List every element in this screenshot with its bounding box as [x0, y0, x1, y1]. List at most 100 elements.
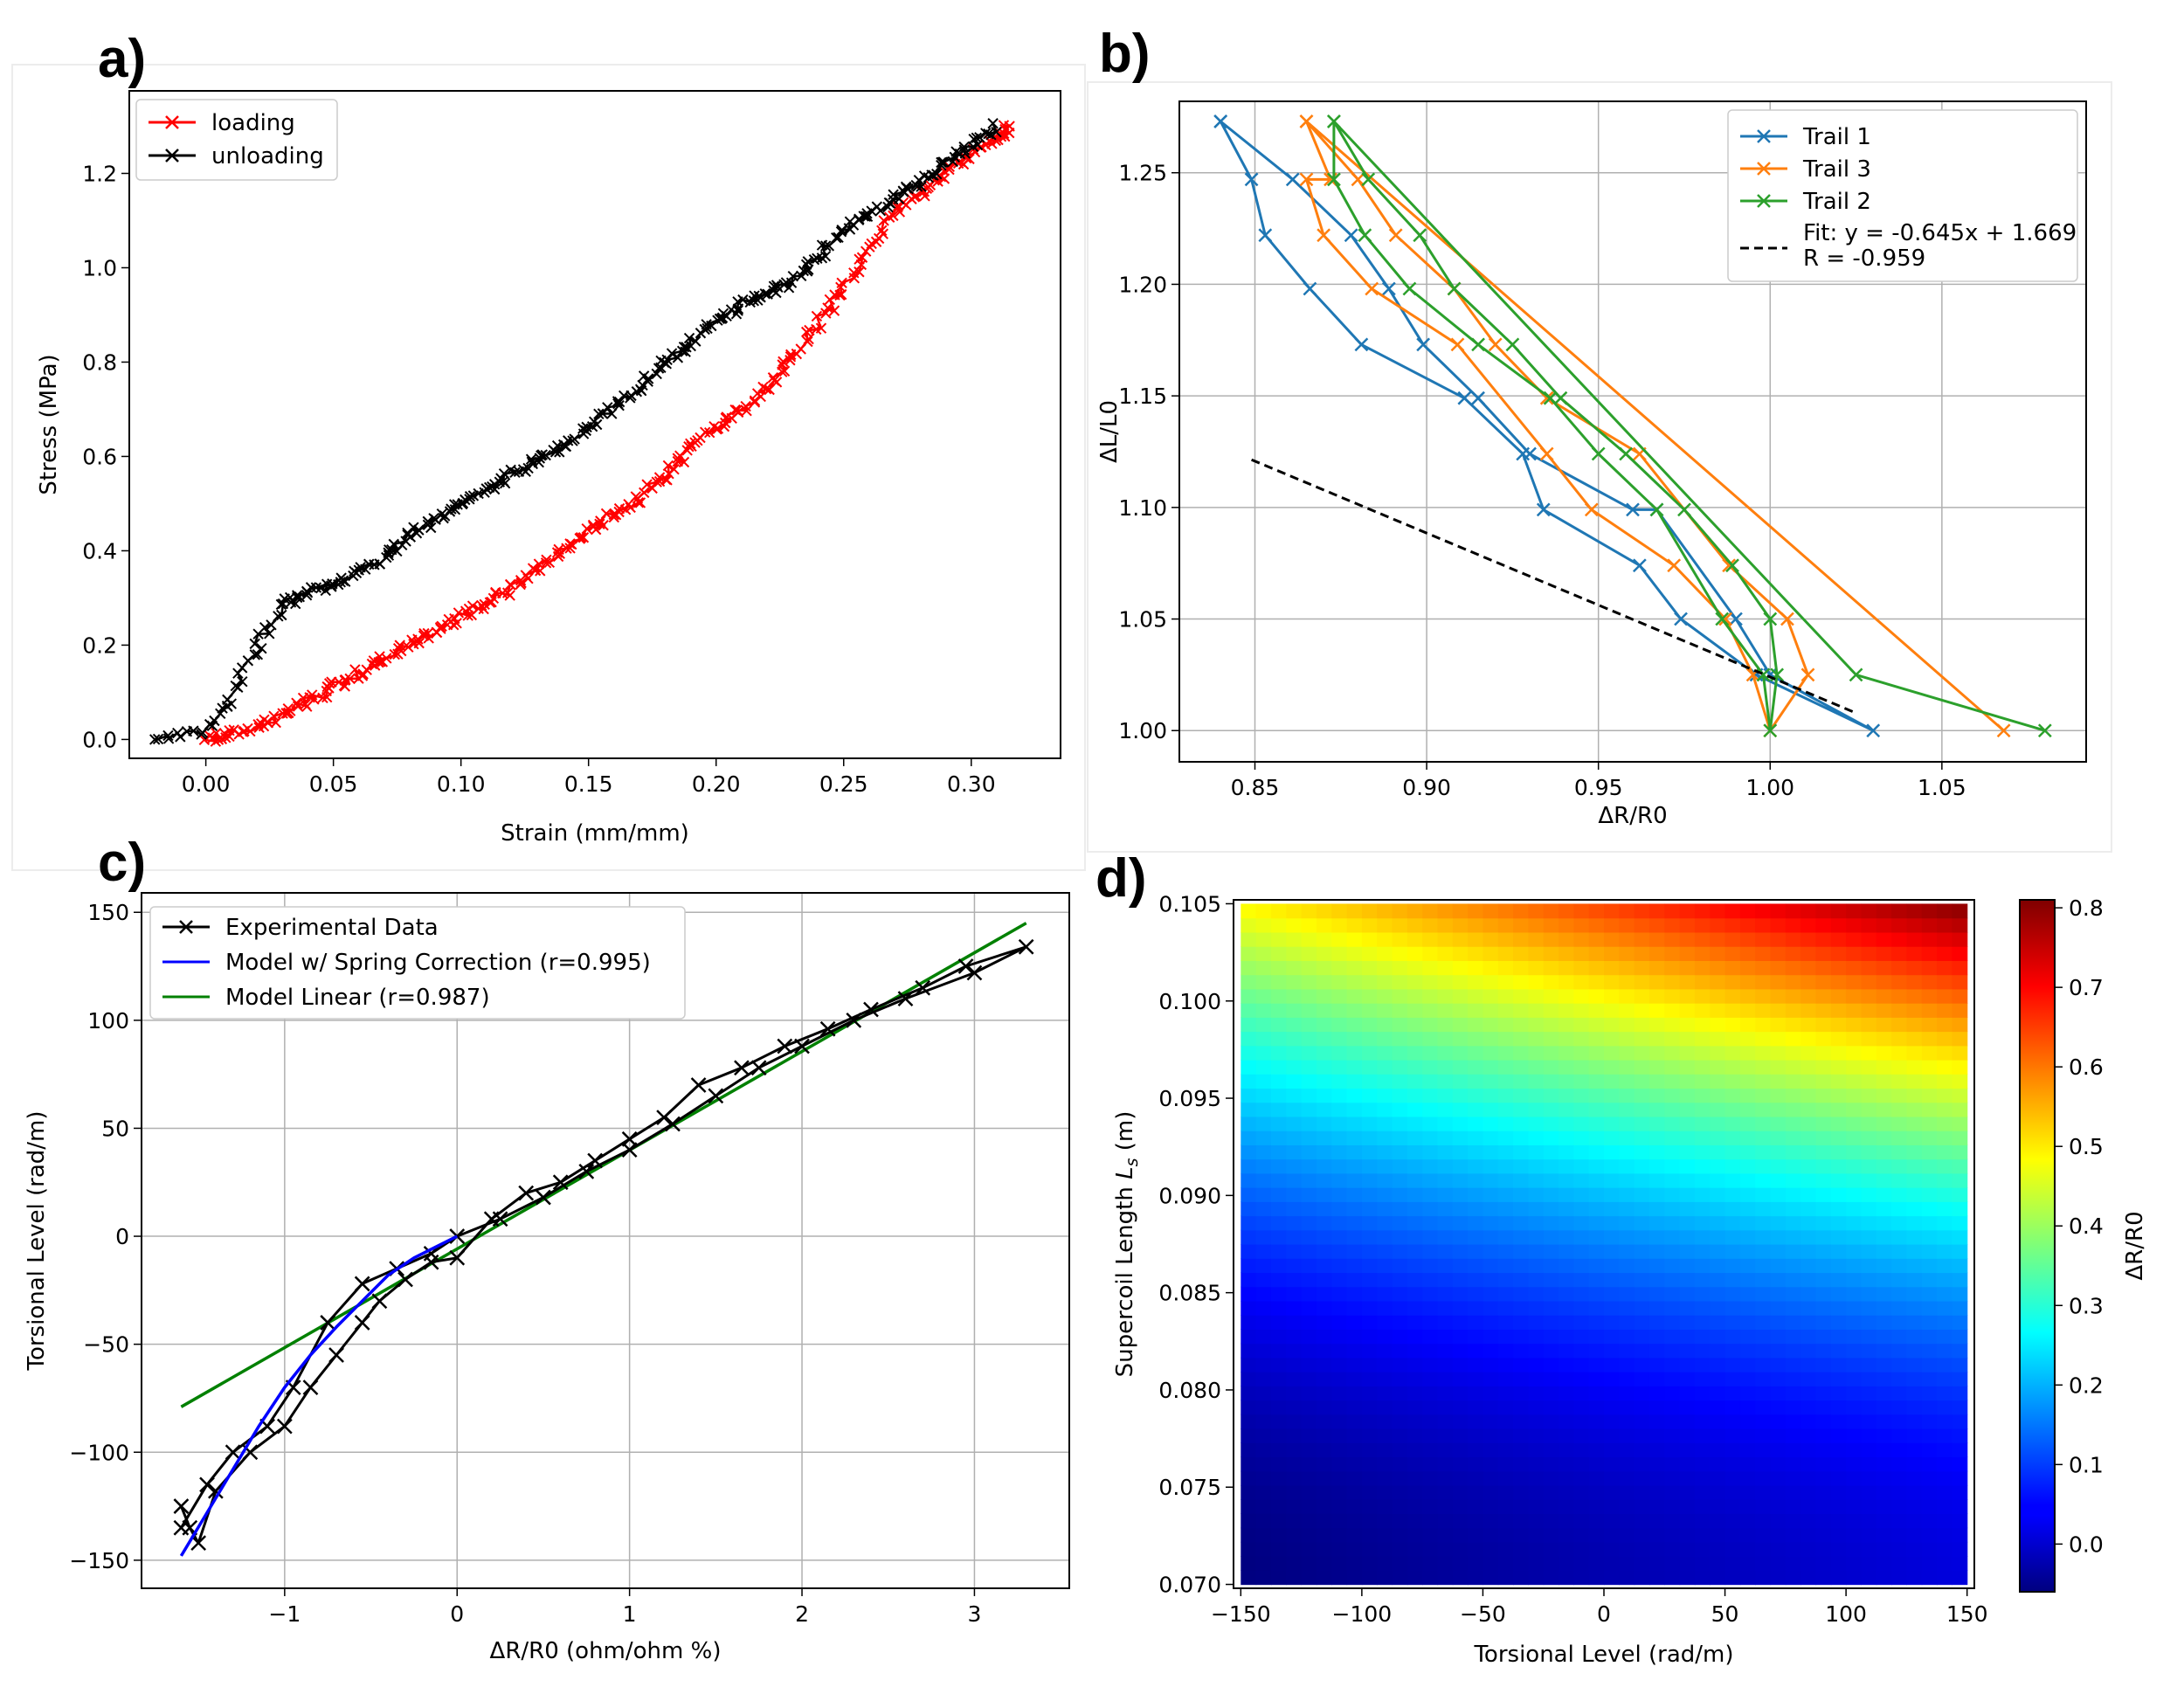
panel-a-unloading-marker	[363, 558, 375, 570]
panel-d-heatmap-cell	[1316, 1201, 1332, 1217]
panel-d-heatmap-cell	[1815, 1357, 1832, 1372]
panel-d-heatmap-cell	[1952, 1386, 1968, 1401]
panel-a-y-tick-label: 1.2	[82, 161, 117, 186]
panel-d-heatmap-cell	[1241, 1527, 1257, 1543]
panel-a-unloading-marker	[232, 667, 244, 679]
panel-d-heatmap-cell	[1255, 1172, 1272, 1188]
panel-a-unloading-marker	[554, 446, 565, 458]
panel-d-heatmap-cell	[1891, 903, 1907, 919]
panel-d-heatmap-cell	[1255, 1329, 1272, 1345]
panel-d-heatmap-cell	[1770, 1456, 1787, 1472]
panel-d-heatmap-cell	[1513, 1244, 1529, 1259]
panel-d-heatmap-cell	[1921, 1343, 1938, 1359]
panel-d-heatmap-cell	[1301, 960, 1317, 976]
panel-d-heatmap-cell	[1952, 1357, 1968, 1372]
panel-d-heatmap-cell	[1588, 1003, 1605, 1018]
panel-d-heatmap-cell	[1921, 1442, 1938, 1458]
panel-d-heatmap-cell	[1468, 1187, 1484, 1202]
panel-d-heatmap-cell	[1452, 988, 1469, 1004]
panel-d-heatmap-cell	[1588, 1116, 1605, 1131]
panel-d-heatmap-cell	[1331, 1541, 1348, 1557]
panel-d-heatmap-cell	[1634, 1003, 1650, 1018]
panel-d-heatmap-cell	[1800, 1386, 1817, 1401]
panel-d-heatmap-cell	[1377, 1541, 1393, 1557]
panel-d-heatmap-cell	[1588, 1144, 1605, 1160]
panel-a-legend-item-swatch-marker	[165, 149, 179, 162]
panel-d-heatmap-cell	[1952, 1116, 1968, 1131]
panel-d-heatmap-cell	[1528, 1357, 1545, 1372]
panel-b-y-tick-label: 1.20	[1118, 272, 1167, 297]
panel-d-heatmap-cell	[1437, 1527, 1454, 1543]
panel-a-unloading-marker	[252, 648, 264, 660]
panel-d-heatmap-cell	[1392, 1229, 1408, 1245]
panel-d-heatmap-cell	[1468, 1541, 1484, 1557]
panel-d-heatmap-cell	[1664, 1499, 1681, 1514]
panel-c-y-tick-label: 100	[87, 1008, 129, 1034]
panel-b-Trail 1-marker	[1729, 612, 1743, 626]
panel-d-heatmap-cell	[1664, 1102, 1681, 1117]
panel-d-heatmap-cell	[1876, 917, 1892, 933]
panel-b-Trail 1-marker	[1866, 723, 1881, 738]
panel-d-heatmap-cell	[1361, 1130, 1378, 1145]
panel-d-heatmap-cell	[1830, 988, 1847, 1004]
panel-d-heatmap-cell	[1301, 1172, 1317, 1188]
panel-d-heatmap-cell	[1664, 1286, 1681, 1302]
panel-b-Trail 3-marker	[1718, 612, 1733, 626]
panel-d-heatmap-cell	[1497, 1158, 1514, 1174]
panel-d-heatmap-cell	[1906, 1428, 1923, 1443]
panel-d-heatmap-cell	[1739, 1031, 1756, 1047]
panel-d-heatmap-cell	[1482, 1059, 1499, 1075]
panel-d-heatmap-cell	[1316, 1229, 1332, 1245]
panel-d-heatmap-cell	[1528, 1031, 1545, 1047]
panel-d-heatmap-cell	[1255, 1570, 1272, 1586]
panel-d-heatmap-cell	[1543, 1059, 1559, 1075]
panel-d-heatmap-cell	[1482, 1074, 1499, 1089]
panel-d-heatmap-cell	[1664, 1442, 1681, 1458]
panel-d-heatmap-cell	[1377, 1172, 1393, 1188]
panel-a-unloading-marker	[273, 611, 284, 622]
panel-d-heatmap-cell	[1422, 1258, 1439, 1274]
panel-d-heatmap-cell	[1241, 1172, 1257, 1188]
panel-d-colorbar-tick-label: 0.3	[2069, 1293, 2104, 1318]
panel-d-heatmap-cell	[1286, 1116, 1303, 1131]
panel-d-heatmap-cell	[1648, 1244, 1665, 1259]
panel-d-heatmap-cell	[1377, 974, 1393, 990]
panel-d-heatmap-cell	[1543, 1400, 1559, 1415]
panel-d-heatmap-cell	[1937, 946, 1952, 961]
panel-d-heatmap-cell	[1710, 1456, 1726, 1472]
panel-d-heatmap-cell	[1513, 1102, 1529, 1117]
panel-d-heatmap-cell	[1513, 931, 1529, 947]
panel-d-heatmap-cell	[1361, 1513, 1378, 1529]
panel-a-loading-marker	[218, 728, 231, 739]
panel-d-heatmap-cell	[1770, 1201, 1787, 1217]
panel-d-heatmap-cell	[1891, 974, 1907, 990]
panel-d-heatmap-cell	[1255, 1315, 1272, 1330]
panel-d-heatmap-cell	[1906, 1045, 1923, 1061]
panel-d-heatmap-cell	[1846, 1017, 1863, 1033]
panel-d-heatmap-cell	[1952, 1031, 1968, 1047]
panel-d-heatmap-cell	[1392, 1031, 1408, 1047]
panel-d-heatmap-cell	[1634, 1116, 1650, 1131]
panel-d-heatmap-cell	[1255, 1059, 1272, 1075]
panel-d-heatmap-cell	[1422, 1088, 1439, 1103]
panel-d-heatmap-cell	[1346, 1357, 1363, 1372]
panel-d-heatmap-cell	[1952, 1315, 1968, 1330]
panel-d-heatmap-cell	[1755, 1343, 1772, 1359]
panel-a-loading-marker	[674, 450, 686, 461]
panel-d-heatmap-cell	[1241, 1456, 1257, 1472]
panel-d-heatmap-cell	[1891, 1045, 1907, 1061]
panel-d-heatmap-cell	[1906, 1059, 1923, 1075]
panel-d-heatmap-cell	[1891, 1158, 1907, 1174]
panel-d-heatmap-cell	[1800, 1343, 1817, 1359]
panel-d-heatmap-cell	[1815, 1527, 1832, 1543]
panel-d-heatmap-cell	[1406, 974, 1423, 990]
panel-d-heatmap-cell	[1664, 1456, 1681, 1472]
panel-c-experimental-marker	[423, 1245, 439, 1262]
panel-d-heatmap-cell	[1270, 974, 1287, 990]
panel-d-heatmap-cell	[1785, 903, 1801, 919]
panel-d-heatmap-cell	[1255, 1343, 1272, 1359]
panel-d-heatmap-cell	[1739, 1386, 1756, 1401]
panel-d-heatmap-cell	[1634, 917, 1650, 933]
panel-a-unloading-marker	[936, 156, 947, 169]
panel-d-heatmap-cell	[1710, 1386, 1726, 1401]
